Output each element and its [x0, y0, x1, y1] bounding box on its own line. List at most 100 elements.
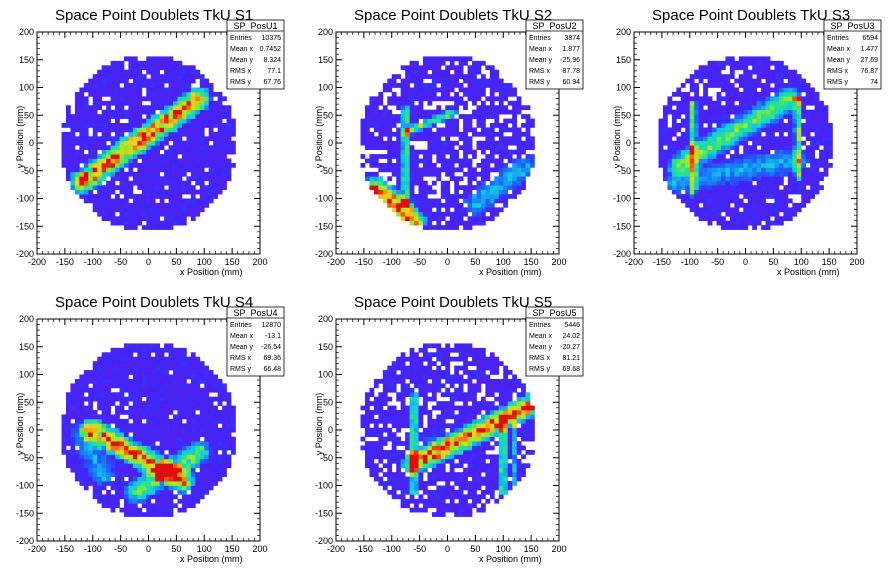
histogram-cell: [498, 198, 504, 204]
histogram-cell: [712, 185, 717, 190]
histogram-cell: [177, 198, 183, 204]
histogram-cell: [213, 432, 218, 438]
histogram-cell: [725, 194, 731, 199]
histogram-cell: [796, 180, 802, 186]
histogram-cell: [159, 176, 165, 182]
histogram-cell: [698, 109, 704, 115]
histogram-cell: [106, 489, 111, 495]
histogram-cell: [707, 100, 713, 106]
histogram-cell: [92, 383, 98, 389]
histogram-cell: [79, 405, 85, 411]
histogram-cell: [159, 167, 165, 173]
histogram-cell: [137, 105, 143, 111]
histogram-cell: [168, 512, 174, 517]
histogram-cell: [208, 405, 214, 411]
histogram-cell: [427, 83, 433, 88]
histogram-cell: [177, 356, 183, 362]
histogram-cell: [177, 140, 183, 146]
histogram-cell: [458, 211, 464, 217]
histogram-cell: [199, 185, 205, 190]
histogram-cell: [391, 171, 397, 177]
histogram-cell: [159, 383, 165, 389]
histogram-cell: [427, 225, 433, 230]
histogram-cell: [204, 140, 210, 146]
histogram-cell: [204, 109, 210, 115]
histogram-cell: [195, 136, 201, 142]
histogram-cell: [796, 131, 802, 137]
histogram-cell: [110, 96, 116, 102]
histogram-cell: [119, 476, 125, 482]
histogram-cell: [761, 216, 766, 222]
histogram-cell: [181, 441, 187, 446]
histogram-cell: [703, 96, 708, 102]
histogram-cell: [146, 180, 152, 186]
histogram-cell: [159, 432, 165, 438]
histogram-cell: [373, 118, 379, 124]
histogram-cell: [101, 383, 107, 389]
histogram-cell: [88, 370, 94, 375]
histogram-cell: [83, 136, 89, 142]
histogram-cell: [774, 65, 780, 71]
histogram-cell: [190, 410, 196, 415]
histogram-cell: [498, 185, 504, 190]
histogram-cell: [159, 445, 165, 451]
histogram-cell: [150, 225, 156, 230]
histogram-cell: [208, 476, 214, 482]
histogram-cell: [774, 109, 780, 115]
histogram-cell: [195, 370, 201, 375]
histogram-cell: [88, 481, 94, 486]
histogram-cell: [159, 414, 165, 420]
histogram-cell: [65, 454, 71, 460]
histogram-cell: [685, 189, 691, 195]
histogram-cell: [743, 149, 749, 155]
histogram-cell: [512, 149, 517, 155]
histogram-cell: [774, 83, 780, 88]
histogram-cell: [765, 145, 771, 151]
histogram-cell: [507, 87, 513, 93]
histogram-cell: [155, 145, 160, 151]
histogram-cell: [720, 127, 726, 133]
histogram-cell: [137, 374, 143, 380]
histogram-cell: [146, 383, 152, 389]
histogram-cell: [400, 189, 406, 195]
histogram-cell: [734, 60, 740, 66]
histogram-cell: [774, 91, 780, 97]
histogram-cell: [79, 454, 85, 460]
histogram-cell: [418, 87, 424, 93]
histogram-cell: [422, 65, 428, 71]
histogram-cell: [106, 149, 111, 155]
histogram-cell: [685, 202, 691, 208]
histogram-cell: [805, 118, 811, 124]
histogram-cell: [217, 176, 223, 182]
histogram-cell: [414, 158, 419, 164]
histogram-cell: [396, 171, 402, 177]
histogram-cell: [810, 185, 815, 190]
histogram-cell: [792, 100, 798, 106]
histogram-cell: [449, 176, 455, 182]
histogram-cell: [828, 145, 833, 151]
histogram-cell: [204, 105, 210, 111]
histogram-cell: [729, 145, 735, 151]
histogram-cell: [141, 392, 147, 398]
histogram-cell: [97, 432, 103, 438]
histogram-cell: [689, 136, 695, 142]
histogram-cell: [159, 56, 165, 62]
histogram-cell: [190, 432, 196, 438]
histogram-cell: [226, 158, 232, 164]
histogram-cell: [177, 392, 183, 398]
histogram-cell: [689, 140, 695, 146]
histogram-cell: [164, 78, 169, 84]
histogram-cell: [141, 131, 147, 137]
histogram-cell: [88, 83, 94, 88]
histogram-cell: [823, 136, 829, 142]
histogram-cell: [88, 87, 94, 93]
histogram-cell: [115, 414, 120, 420]
histogram-cell: [467, 91, 473, 97]
histogram-cell: [720, 96, 726, 102]
histogram-cell: [132, 220, 138, 226]
histogram-cell: [405, 202, 410, 208]
histogram-cell: [747, 100, 753, 106]
histogram-cell: [204, 365, 210, 371]
histogram-cell: [747, 162, 753, 168]
histogram-cell: [774, 162, 780, 168]
